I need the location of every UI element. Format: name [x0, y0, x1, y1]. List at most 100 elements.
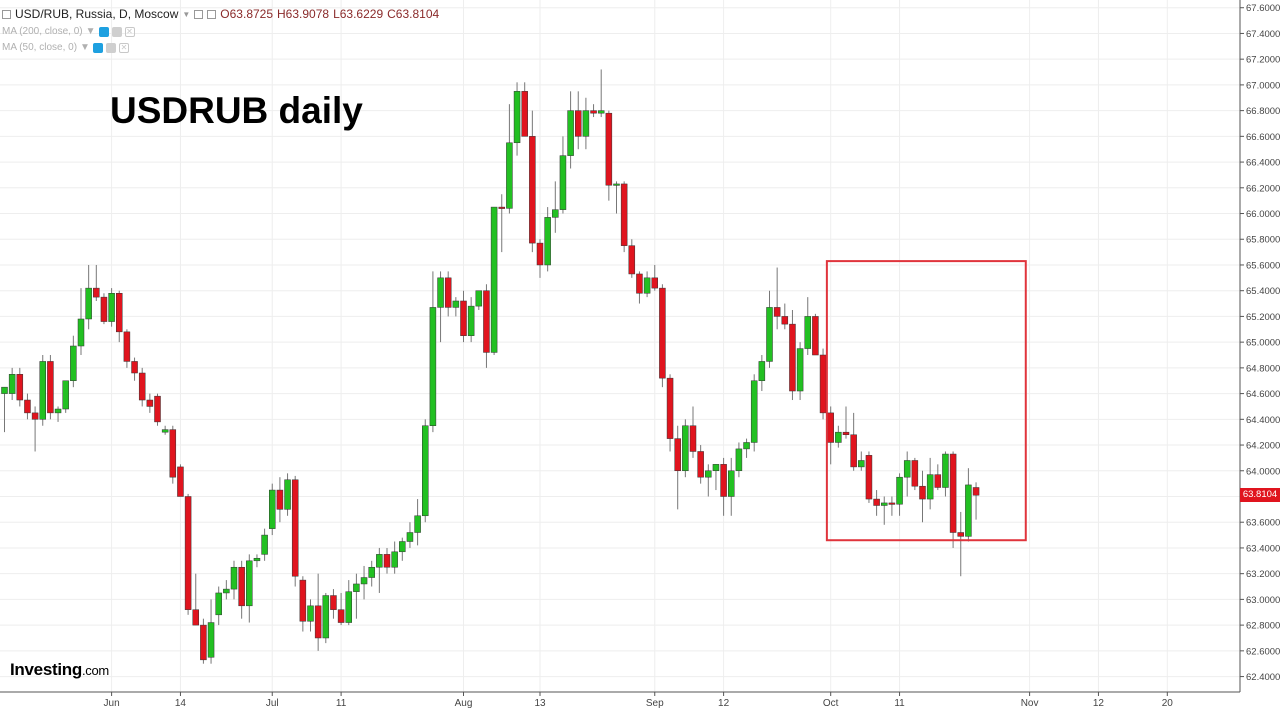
- indicator-label[interactable]: MA (50, close, 0): [2, 42, 78, 53]
- candle: [666, 374, 674, 452]
- candle-body: [972, 487, 980, 496]
- close-icon[interactable]: ✕: [118, 42, 129, 53]
- candle-body: [666, 377, 674, 439]
- collapse-icon[interactable]: [2, 9, 11, 19]
- eye-icon[interactable]: [92, 42, 103, 53]
- x-tick-label: 12: [1093, 698, 1105, 709]
- candle: [230, 560, 238, 600]
- candle: [62, 380, 69, 413]
- y-tick-label: 64.8000: [1246, 363, 1280, 374]
- hide-icon[interactable]: [207, 9, 217, 19]
- y-tick-label: 66.2000: [1246, 183, 1280, 194]
- candle-body: [399, 541, 406, 553]
- settings-icon[interactable]: [194, 9, 204, 19]
- candle-body: [330, 595, 337, 610]
- x-tick-label: 11: [894, 698, 905, 709]
- candle-body: [284, 479, 291, 510]
- candle: [643, 271, 651, 298]
- x-axis: Jun 14 Jul 11 Aug 13 Sep 12 Oct 11 Nov 12 20: [0, 691, 1240, 709]
- candle: [789, 309, 796, 401]
- candle-body: [513, 91, 521, 144]
- gear-icon[interactable]: [105, 42, 116, 53]
- candle-body: [636, 273, 643, 294]
- x-tick-label: 14: [175, 698, 187, 709]
- candle-body: [460, 300, 467, 336]
- candle: [620, 181, 628, 253]
- candle: [299, 576, 307, 632]
- candle: [697, 445, 704, 484]
- candle: [597, 69, 605, 118]
- candle-body: [965, 484, 972, 537]
- candle: [575, 91, 582, 150]
- indicator-label[interactable]: MA (200, close, 0): [2, 26, 83, 37]
- eye-icon[interactable]: [98, 26, 109, 37]
- chart-title: USDRUB daily: [110, 90, 363, 131]
- symbol-label[interactable]: USD/RUB, Russia, D, Moscow: [15, 7, 179, 21]
- candle-body: [750, 380, 758, 443]
- candle: [773, 267, 781, 330]
- chart-header: USD/RUB, Russia, D, Moscow ▼ O63.8725 H6…: [2, 7, 439, 21]
- candle: [1, 386, 8, 433]
- candle: [307, 599, 314, 632]
- investing-logo: Investing.com: [10, 660, 109, 680]
- candle-body: [475, 290, 483, 307]
- chevron-down-icon[interactable]: ▼: [80, 42, 90, 53]
- candle: [429, 271, 437, 433]
- candle-body: [314, 605, 322, 639]
- candle: [200, 618, 207, 664]
- candle: [567, 91, 574, 169]
- candle-body: [215, 592, 222, 616]
- chevron-down-icon[interactable]: ▼: [182, 9, 191, 19]
- candle: [368, 560, 375, 587]
- candle-body: [376, 554, 383, 568]
- candle-body: [452, 300, 460, 308]
- candle: [513, 82, 521, 156]
- candle: [238, 560, 245, 619]
- candles: [1, 69, 980, 664]
- candle: [965, 468, 972, 542]
- low-value: L63.6229: [333, 7, 384, 21]
- grid-lines: [0, 0, 1240, 692]
- candle-body: [391, 551, 398, 568]
- x-tick-label: Oct: [823, 698, 839, 709]
- close-icon[interactable]: ✕: [124, 26, 135, 37]
- candle: [383, 547, 391, 574]
- candle: [804, 297, 811, 356]
- candle: [177, 464, 184, 497]
- x-tick-label: Jul: [266, 698, 279, 709]
- candle: [391, 541, 398, 574]
- candle: [659, 284, 666, 388]
- candle: [207, 599, 215, 664]
- candle-body: [47, 361, 54, 414]
- candle: [613, 181, 620, 214]
- candle: [70, 335, 77, 388]
- candle: [85, 264, 92, 330]
- candle: [406, 522, 414, 548]
- candle: [184, 493, 192, 615]
- candle-body: [712, 464, 720, 472]
- candle-body: [230, 566, 238, 590]
- chevron-down-icon[interactable]: ▼: [85, 26, 96, 37]
- y-tick-label: 67.2000: [1246, 55, 1280, 66]
- candle-body: [16, 374, 24, 401]
- candle: [972, 482, 980, 520]
- candle: [735, 442, 743, 478]
- candle: [743, 438, 750, 458]
- candle: [414, 499, 421, 546]
- candle-body: [85, 287, 92, 320]
- candle: [544, 207, 551, 272]
- candle: [674, 425, 681, 510]
- candle-body: [261, 534, 268, 555]
- candle-body: [567, 110, 574, 156]
- candle-body: [498, 206, 505, 209]
- candle: [498, 194, 505, 253]
- candle-body: [360, 577, 368, 585]
- candle: [842, 406, 850, 439]
- candle-body: [100, 296, 108, 322]
- candle-body: [628, 245, 636, 275]
- candle-body: [337, 609, 345, 623]
- candle-body: [414, 515, 421, 533]
- gear-icon[interactable]: [111, 26, 122, 37]
- candle-body: [682, 425, 689, 472]
- y-tick-label: 63.6000: [1246, 518, 1280, 529]
